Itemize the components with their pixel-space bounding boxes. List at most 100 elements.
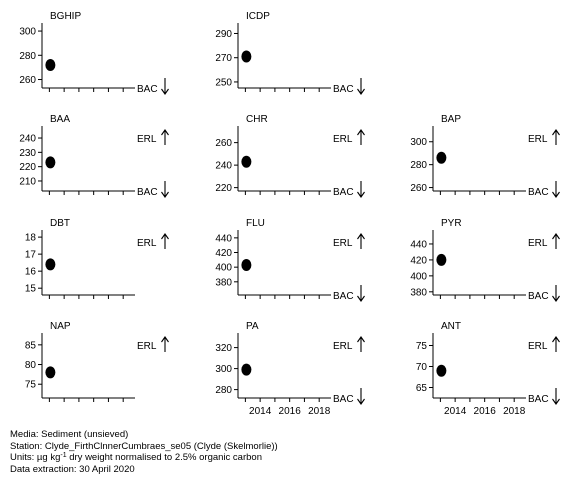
y-tick-label: 70 <box>416 362 428 373</box>
y-tick-label: 85 <box>25 340 37 351</box>
footer-info: Media: Sediment (unsieved) Station: Clyd… <box>10 429 278 475</box>
erl-arrow-icon <box>161 233 169 249</box>
erl-arrow-icon <box>552 233 560 249</box>
panel-title: DBT <box>50 218 70 229</box>
footer-extraction: Data extraction: 30 April 2020 <box>10 463 135 475</box>
erl-label: ERL <box>333 341 353 352</box>
y-tick-label: 280 <box>19 51 36 62</box>
panel-title: BAP <box>441 114 461 125</box>
panel-pyr: PYR 380 400 420 440 ERL BAC <box>410 218 560 302</box>
y-tick-label: 220 <box>19 162 36 173</box>
panel-baa: BAA 210 220 230 240 ERL BAC <box>19 114 169 198</box>
footer-units-suffix: dry weight normalised to 2.5% organic ca… <box>66 452 262 464</box>
footer-station: Station: Clyde_FirthClnnerCumbraes_se05 … <box>10 440 278 452</box>
x-tick-label: 2018 <box>503 406 526 417</box>
y-tick-label: 17 <box>25 250 37 261</box>
erl-arrow-icon <box>161 336 169 352</box>
bac-label: BAC <box>528 291 549 302</box>
y-tick-label: 230 <box>19 148 36 159</box>
panel-nap: NAP 75 80 85 ERL <box>25 321 169 402</box>
panel-dbt: DBT 15 16 17 18 ERL <box>25 218 169 299</box>
panel-bghip: BGHIP 260 280 300 BAC <box>19 11 169 95</box>
y-tick-label: 240 <box>19 134 36 145</box>
y-tick-label: 65 <box>416 383 428 394</box>
x-tick-label: 2014 <box>444 406 467 417</box>
y-tick-label: 260 <box>410 183 427 194</box>
footer-units-sup: -1 <box>60 452 67 460</box>
panel-pa: PA 280 300 320 2014 2016 2018 ERL BAC <box>215 321 365 417</box>
data-point <box>436 253 447 266</box>
x-tick-label: 2014 <box>249 406 272 417</box>
data-point <box>45 258 56 271</box>
panel-icdp: ICDP 250 270 290 BAC <box>215 11 365 95</box>
y-tick-label: 320 <box>215 343 232 354</box>
y-tick-label: 250 <box>215 77 232 88</box>
y-tick-label: 16 <box>25 267 37 278</box>
bac-arrow-icon <box>357 78 365 95</box>
panel-chr: CHR 220 240 260 ERL BAC <box>215 114 365 198</box>
y-tick-label: 260 <box>19 75 36 86</box>
panel-title: CHR <box>246 114 268 125</box>
y-tick-label: 280 <box>215 385 232 396</box>
data-point <box>241 363 252 376</box>
y-tick-label: 280 <box>410 160 427 171</box>
data-point <box>241 50 252 63</box>
erl-arrow-icon <box>552 129 560 145</box>
y-tick-label: 75 <box>416 341 428 352</box>
y-tick-label: 220 <box>215 183 232 194</box>
bac-arrow-icon <box>161 181 169 198</box>
bac-label: BAC <box>333 187 354 198</box>
y-tick-label: 300 <box>410 137 427 148</box>
y-tick-label: 15 <box>25 284 37 295</box>
panel-title: BGHIP <box>50 11 81 22</box>
bac-arrow-icon <box>357 388 365 405</box>
erl-label: ERL <box>333 134 353 145</box>
y-tick-label: 380 <box>215 277 232 288</box>
bac-label: BAC <box>333 394 354 405</box>
panel-title: NAP <box>50 321 71 332</box>
erl-label: ERL <box>528 134 548 145</box>
bac-arrow-icon <box>357 285 365 302</box>
y-tick-label: 290 <box>215 29 232 40</box>
y-tick-label: 400 <box>215 263 232 274</box>
y-tick-label: 270 <box>215 53 232 64</box>
y-tick-label: 420 <box>410 255 427 266</box>
footer-units: Units: µg kg-1 dry weight normalised to … <box>10 452 278 464</box>
bac-arrow-icon <box>552 388 560 405</box>
bac-arrow-icon <box>161 78 169 95</box>
data-point <box>436 151 447 164</box>
panel-title: PA <box>246 321 259 332</box>
footer-units-prefix: Units: µg kg <box>10 452 61 464</box>
y-tick-label: 210 <box>19 176 36 187</box>
bac-label: BAC <box>528 187 549 198</box>
erl-label: ERL <box>137 134 157 145</box>
erl-label: ERL <box>137 238 157 249</box>
panel-title: ICDP <box>246 11 270 22</box>
y-tick-label: 420 <box>215 248 232 259</box>
bac-label: BAC <box>137 84 158 95</box>
bac-arrow-icon <box>357 181 365 198</box>
x-tick-label: 2016 <box>474 406 497 417</box>
bac-label: BAC <box>137 187 158 198</box>
data-point <box>241 155 252 168</box>
panel-title: BAA <box>50 114 70 125</box>
erl-label: ERL <box>137 341 157 352</box>
panel-ant: ANT 65 70 75 2014 2016 2018 ERL BAC <box>416 321 560 417</box>
data-point <box>436 364 447 377</box>
footer-media: Media: Sediment (unsieved) <box>10 429 129 440</box>
data-point <box>45 156 56 169</box>
erl-label: ERL <box>333 238 353 249</box>
y-tick-label: 440 <box>410 239 427 250</box>
erl-label: ERL <box>528 341 548 352</box>
y-tick-label: 300 <box>215 364 232 375</box>
bac-label: BAC <box>528 394 549 405</box>
bac-arrow-icon <box>552 181 560 198</box>
data-point <box>45 58 56 71</box>
panel-title: PYR <box>441 218 462 229</box>
erl-arrow-icon <box>552 336 560 352</box>
y-tick-label: 400 <box>410 271 427 282</box>
y-tick-label: 18 <box>25 233 37 244</box>
panel-title: ANT <box>441 321 461 332</box>
data-point <box>241 258 252 271</box>
